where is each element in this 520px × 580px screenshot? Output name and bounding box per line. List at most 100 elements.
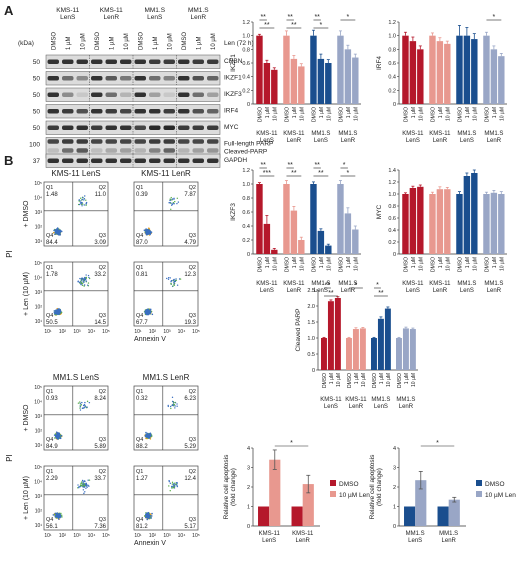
blot-band (207, 109, 219, 114)
bar (415, 480, 427, 526)
flow-y-tick: 10⁵ (34, 181, 42, 187)
group-label: LenR (487, 288, 502, 294)
blot-band (149, 158, 161, 163)
blot-band (120, 148, 132, 153)
flow-event-q2 (173, 202, 175, 205)
flow-y-tick: 10³ (35, 494, 43, 500)
flow-event-q4 (150, 231, 153, 233)
quadrant-name: Q3 (99, 437, 106, 443)
x-category-label: 1 µM (465, 107, 471, 118)
flow-event-q2 (79, 282, 81, 285)
flow-event-q2 (83, 281, 85, 284)
bar (417, 49, 424, 104)
flow-event-q4 (147, 228, 149, 231)
bar (271, 69, 278, 104)
flow-event-q4 (147, 313, 150, 316)
group-label: LenS (260, 138, 274, 144)
blot-band (207, 76, 219, 81)
x-category-label: 1 µM (319, 257, 325, 268)
bar (302, 484, 314, 526)
y-tick-label: 1.2 (388, 20, 396, 26)
x-category-label: 1 µM (411, 107, 417, 118)
quadrant-value-q1: 0.93 (46, 396, 58, 402)
bar (456, 35, 463, 104)
flow-event-q2 (85, 280, 88, 282)
flow-event-q2 (166, 277, 168, 280)
group-label: MM1.S (457, 281, 476, 287)
flow-event-q4 (148, 227, 150, 229)
bar (498, 56, 505, 104)
bar (290, 58, 298, 104)
y-tick-label: 0.6 (388, 61, 396, 67)
flow-event-q2 (85, 203, 87, 205)
bar (283, 184, 290, 254)
flow-event-q2 (81, 284, 84, 287)
y-tick-label: 0.4 (242, 75, 250, 81)
flow-event-q4 (148, 435, 150, 438)
legend-label: 10 µM Len (485, 492, 516, 499)
flow-event-q2 (83, 486, 85, 488)
group-label: LenS (406, 288, 420, 294)
y-tick-label: 0.4 (388, 228, 396, 234)
flow-event-q2 (83, 480, 86, 482)
x-category-label: 10 µM (386, 373, 392, 387)
legend-label: DMSO (339, 481, 359, 488)
quadrant-name: Q2 (99, 265, 106, 271)
flow-plot-frame (133, 385, 199, 451)
flow-event-q2 (77, 484, 79, 486)
blot-band (178, 92, 190, 97)
quadrant-name: Q1 (136, 389, 143, 395)
flow-event-q2 (79, 484, 82, 487)
bar (444, 43, 451, 104)
flow-event-q4 (56, 436, 59, 438)
x-category-label: 1 µM (265, 107, 271, 118)
flow-event-q4 (150, 515, 153, 517)
flow-event-q2 (88, 277, 91, 280)
lane-label: DMSO (95, 32, 101, 50)
blot-band (149, 109, 161, 114)
flow-event-q2 (175, 278, 177, 280)
quadrant-value-q4: 84.9 (46, 444, 58, 450)
blot-band (149, 148, 161, 153)
blot-band (120, 76, 132, 81)
flow-event-q2 (78, 486, 80, 488)
y-axis-label: Relative cell apoptosis (223, 454, 230, 519)
x-category-label: 1 µM (346, 257, 352, 268)
blot-band (120, 139, 132, 144)
flow-event-q4 (147, 232, 149, 234)
blot-band (47, 109, 59, 114)
kda-marker: 50 (33, 109, 41, 116)
bar (384, 308, 391, 370)
quadrant-value-q3: 3.09 (94, 240, 106, 246)
x-category-label: 10 µM (418, 257, 424, 271)
significance-label: ** (291, 22, 297, 29)
flow-event-q2 (78, 281, 81, 284)
x-category-label: 1 µM (411, 257, 417, 268)
flow-event-q2 (171, 279, 173, 282)
group-label: LenS (314, 138, 328, 144)
flow-event-q4 (56, 227, 59, 230)
flow-event-q4 (55, 516, 58, 518)
x-category-label: 1 µM (292, 107, 298, 118)
lane-label: 10 µM (167, 33, 173, 50)
flow-event-q2 (169, 277, 171, 279)
bar (436, 189, 444, 254)
y-tick-label: 0.6 (388, 216, 396, 222)
flow-event-q4 (147, 516, 150, 519)
flow-x-tick: 10⁵ (102, 533, 110, 539)
group-label: MM1.S (396, 397, 415, 403)
group-label: KMS-11 (256, 281, 278, 287)
flow-event-q4 (146, 435, 148, 437)
flow-y-tick: 10² (35, 509, 43, 515)
group-label: MM1.S (439, 531, 458, 537)
x-category-label: DMSO (338, 107, 344, 122)
flow-event-q2 (174, 401, 176, 404)
x-category-label: DMSO (322, 373, 328, 388)
y-tick-label: 0.8 (242, 196, 250, 202)
x-category-label: DMSO (403, 257, 409, 272)
significance-label: * (347, 14, 350, 21)
flow-plot-frame (43, 181, 109, 247)
x-category-label: DMSO (372, 373, 378, 388)
y-tick-label: 2 (393, 485, 396, 491)
x-category-label: DMSO (347, 373, 353, 388)
